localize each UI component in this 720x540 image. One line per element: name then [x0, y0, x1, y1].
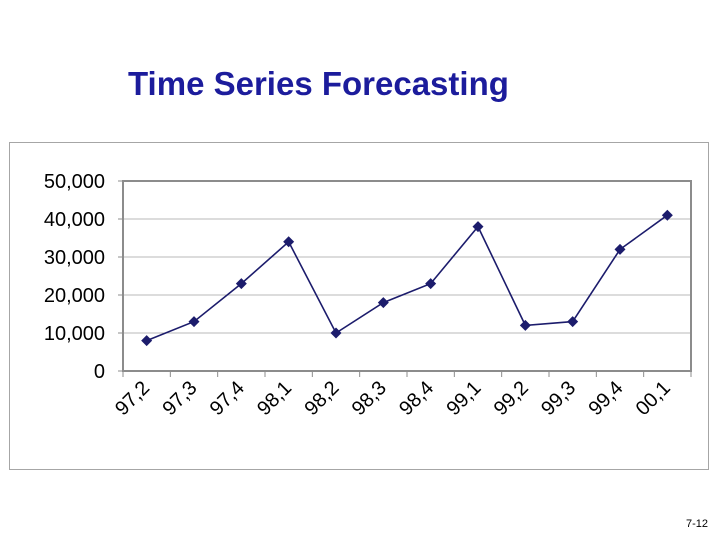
x-tick-label: 97,4: [206, 377, 249, 420]
data-point-marker: [330, 327, 342, 339]
data-point-marker: [661, 209, 673, 221]
data-point-marker: [283, 236, 295, 248]
series-line: [146, 214, 668, 342]
x-tick-label: 97,2: [111, 377, 154, 420]
slide-title: Time Series Forecasting: [128, 65, 509, 102]
y-tick-label: 50,000: [44, 171, 105, 193]
x-axis: 97,2 97,3 97,4 98,1 98,2 98,3 98,4 99,1 99,2 99,3…: [111, 371, 692, 420]
data-point-marker: [614, 243, 626, 255]
x-tick-label: 98,2: [300, 377, 343, 420]
x-tick-label: 99,1: [442, 377, 485, 420]
y-tick-label: 20,000: [44, 285, 105, 307]
data-point-marker: [567, 316, 579, 328]
line-chart: 0 10,000 20,000 30,000 40,000 50,000 97,2 97,3…: [44, 171, 692, 420]
plot-area: [122, 180, 692, 372]
x-tick-label: 98,4: [395, 377, 438, 420]
data-point-marker: [235, 278, 247, 290]
y-tick-label: 30,000: [44, 247, 105, 269]
x-tick-label: 98,3: [348, 377, 391, 420]
data-point-marker: [188, 316, 200, 328]
x-tick-label: 99,3: [537, 377, 580, 420]
data-point-marker: [519, 319, 531, 331]
y-tick-label: 40,000: [44, 209, 105, 231]
x-tick-label: 99,2: [490, 377, 533, 420]
data-point-marker: [377, 297, 389, 309]
x-tick-label: 99,4: [584, 377, 627, 420]
data-series: [141, 209, 673, 347]
y-tick-label: 10,000: [44, 323, 105, 345]
y-axis: 0 10,000 20,000 30,000 40,000 50,000: [44, 171, 123, 383]
x-tick-label: 00,1: [632, 377, 675, 420]
data-point-marker: [141, 335, 153, 347]
data-point-marker: [425, 278, 437, 290]
y-tick-label: 0: [94, 361, 105, 383]
slide-number: 7-12: [685, 518, 708, 530]
x-tick-label: 97,3: [158, 377, 201, 420]
grid-lines: [123, 218, 691, 334]
x-tick-label: 98,1: [253, 377, 296, 420]
data-point-marker: [472, 221, 484, 233]
chart-frame: 0 10,000 20,000 30,000 40,000 50,000 97,2 97,3…: [9, 142, 709, 470]
